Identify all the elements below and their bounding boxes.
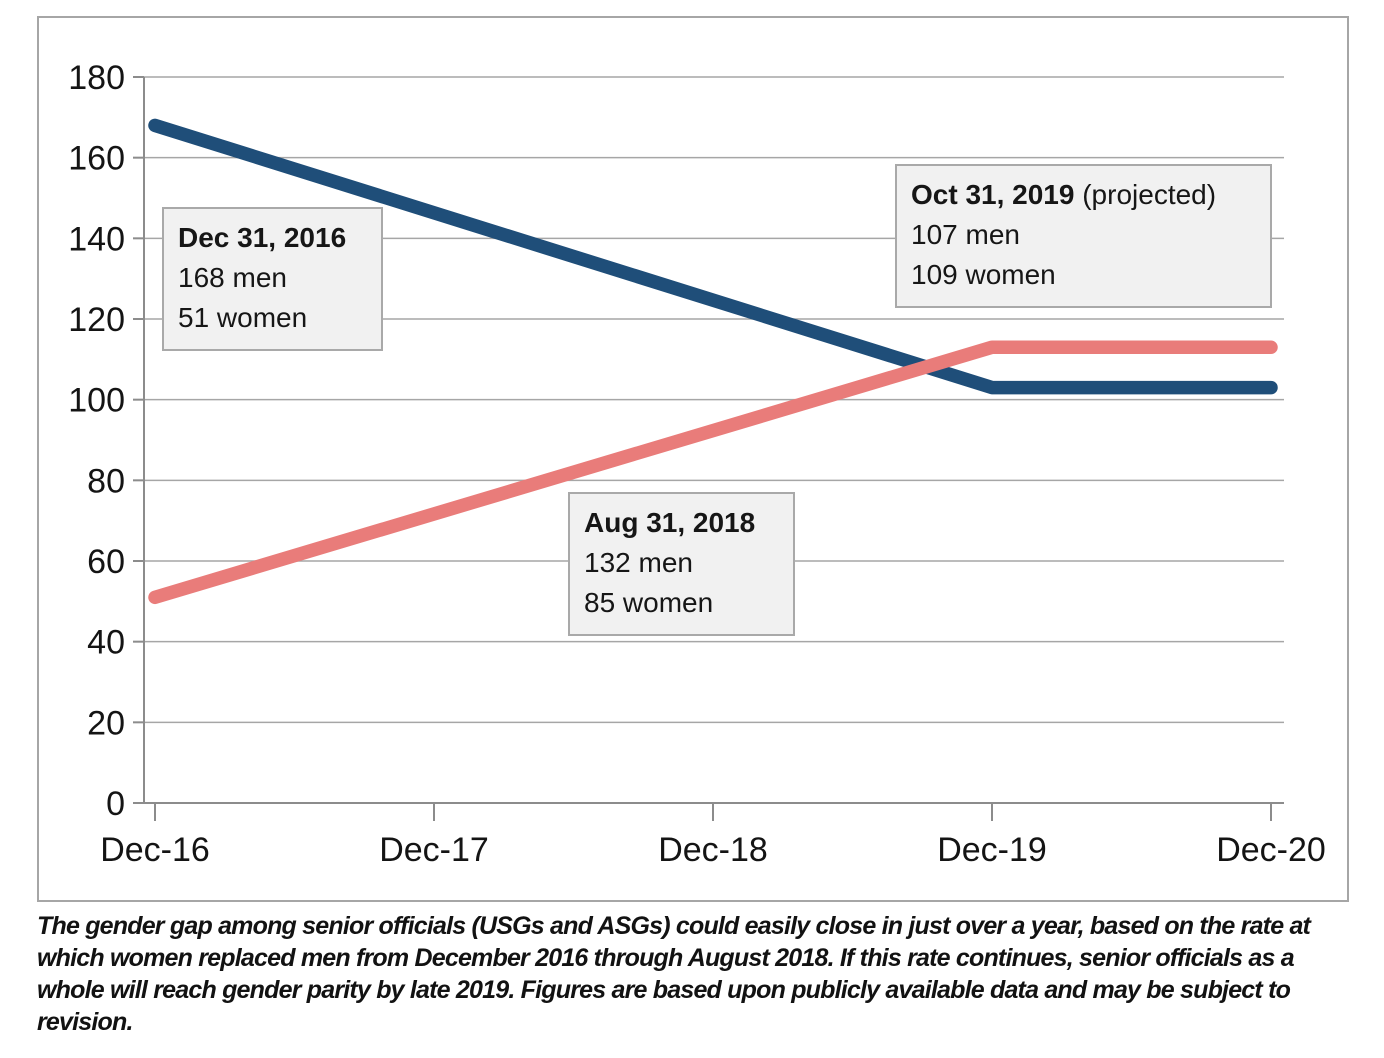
- annotation-women-value: 109 women: [911, 259, 1056, 290]
- y-tick-label: 160: [68, 140, 125, 178]
- series-line-women: [148, 340, 1278, 605]
- axis-lines: [133, 77, 1284, 804]
- x-tick-label: Dec-17: [379, 831, 489, 869]
- y-tick-label: 20: [87, 704, 125, 742]
- y-tick-label: 40: [87, 624, 125, 662]
- y-tick-label: 0: [106, 785, 125, 823]
- x-tick-label: Dec-19: [937, 831, 1047, 869]
- annotation-men-value: 168 men: [178, 262, 287, 293]
- annotation-title: Dec 31, 2016: [178, 218, 367, 258]
- annotation-women-value: 85 women: [584, 587, 714, 618]
- annotation-title: Oct 31, 2019 (projected): [911, 175, 1256, 215]
- annotation-title: Aug 31, 2018: [584, 503, 779, 543]
- axis-ticks: [133, 76, 1272, 821]
- series-lines: [148, 118, 1278, 605]
- x-tick-labels: Dec-16 Dec-17 Dec-18 Dec-19 Dec-20: [100, 831, 1326, 869]
- y-tick-label: 80: [87, 462, 125, 500]
- caption-line: which women replaced men from December 2…: [37, 944, 1295, 972]
- caption-line: The gender gap among senior officials (U…: [37, 912, 1311, 940]
- series-line-men: [148, 118, 1278, 395]
- annotation-title-text: Dec 31, 2016: [178, 222, 347, 253]
- y-tick-label: 120: [68, 301, 125, 339]
- y-tick-label: 100: [68, 382, 125, 420]
- y-tick-label: 180: [68, 59, 125, 97]
- annotation-women-value: 51 women: [178, 302, 308, 333]
- y-tick-labels: 180 160 140 120 100 80 60 40 20 0: [68, 59, 125, 823]
- caption-line: whole will reach gender parity by late 2…: [37, 976, 1291, 1004]
- annotation-title-text: Aug 31, 2018: [584, 507, 756, 538]
- x-tick-label: Dec-20: [1216, 831, 1326, 869]
- y-tick-label: 140: [68, 220, 125, 258]
- annotation-title-suffix: (projected): [1074, 179, 1217, 210]
- annotation-dec-2016: Dec 31, 2016 168 men 51 women: [162, 207, 383, 351]
- annotation-oct-2019: Oct 31, 2019 (projected) 107 men 109 wom…: [895, 164, 1272, 308]
- figure-caption: The gender gap among senior officials (U…: [37, 910, 1377, 1038]
- annotation-men-value: 132 men: [584, 547, 693, 578]
- x-tick-label: Dec-16: [100, 831, 210, 869]
- annotation-aug-2018: Aug 31, 2018 132 men 85 women: [568, 492, 795, 636]
- caption-line: revision.: [37, 1008, 133, 1036]
- chart-figure: 180 160 140 120 100 80 60 40 20 0 Dec-16 Dec-17 Dec…: [37, 16, 1349, 902]
- x-tick-label: Dec-18: [658, 831, 768, 869]
- annotation-men-value: 107 men: [911, 219, 1020, 250]
- y-tick-label: 60: [87, 543, 125, 581]
- annotation-title-text: Oct 31, 2019: [911, 179, 1075, 210]
